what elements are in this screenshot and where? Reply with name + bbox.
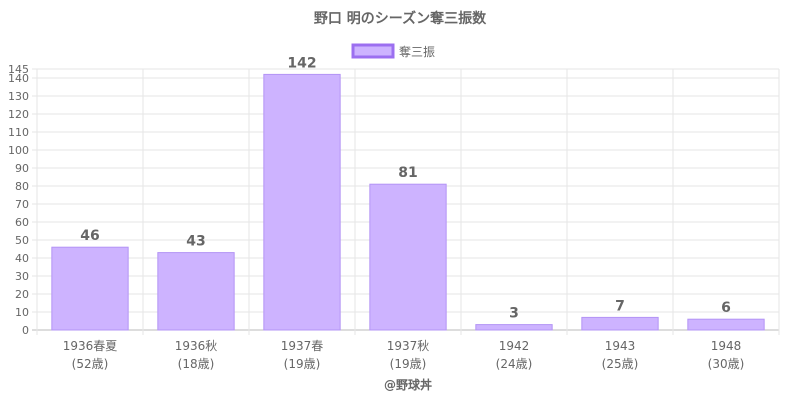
y-tick-label: 140 [8, 72, 29, 85]
grid [32, 68, 780, 335]
legend-label: 奪三振 [399, 44, 435, 59]
x-tick-label: 1936秋 [175, 339, 218, 353]
data-labels: 46 43 142 81 3 7 6 [80, 55, 731, 321]
y-tick-label: 120 [8, 108, 29, 121]
y-tick-label: 90 [15, 162, 29, 175]
x-axis-label: @野球丼 [384, 377, 432, 392]
y-tick-label: 100 [8, 144, 29, 157]
chart-title: 野口 明のシーズン奪三振数 [314, 10, 487, 27]
bar [581, 316, 659, 331]
bar [157, 252, 235, 331]
y-tick-label: 80 [15, 180, 29, 193]
x-tick-label: 1936春夏 [63, 339, 118, 353]
x-tick-label: 1942 [499, 339, 530, 353]
data-label: 81 [398, 165, 417, 181]
y-tick-label: 10 [15, 306, 29, 319]
y-tick-label: 30 [15, 270, 29, 283]
x-tick-sublabel: (25歳) [602, 357, 639, 371]
y-tick-label: 130 [8, 90, 29, 103]
x-axis-ticks: 1936春夏 (52歳) 1936秋 (18歳) 1937春 (19歳) 1937秋 (19歳… [63, 339, 745, 371]
y-tick-label: 40 [15, 252, 29, 265]
bar [475, 324, 553, 331]
x-tick-label: 1948 [711, 339, 742, 353]
data-label: 142 [287, 55, 316, 71]
bar [687, 318, 765, 331]
y-tick-label: 0 [22, 324, 29, 337]
x-tick-sublabel: (19歳) [390, 357, 427, 371]
data-label: 7 [615, 298, 625, 314]
x-tick-sublabel: (18歳) [178, 357, 215, 371]
bar [51, 246, 129, 331]
data-label: 46 [80, 228, 99, 244]
y-tick-label: 110 [8, 126, 29, 139]
x-tick-label: 1943 [605, 339, 636, 353]
bar [369, 183, 447, 331]
data-label: 3 [509, 306, 519, 322]
x-tick-sublabel: (30歳) [708, 357, 745, 371]
data-label: 43 [186, 234, 205, 250]
bar [263, 73, 341, 331]
y-tick-label: 50 [15, 234, 29, 247]
x-tick-sublabel: (52歳) [72, 357, 109, 371]
x-tick-sublabel: (24歳) [496, 357, 533, 371]
x-tick-sublabel: (19歳) [284, 357, 321, 371]
legend: 奪三振 [351, 43, 435, 59]
y-tick-label: 20 [15, 288, 29, 301]
data-label: 6 [721, 300, 731, 316]
y-tick-label: 70 [15, 198, 29, 211]
y-tick-label: 60 [15, 216, 29, 229]
x-tick-label: 1937春 [281, 339, 324, 353]
bars [51, 73, 765, 331]
x-tick-label: 1937秋 [387, 339, 430, 353]
y-tick-label: 145 [8, 63, 29, 76]
legend-swatch [351, 43, 395, 59]
